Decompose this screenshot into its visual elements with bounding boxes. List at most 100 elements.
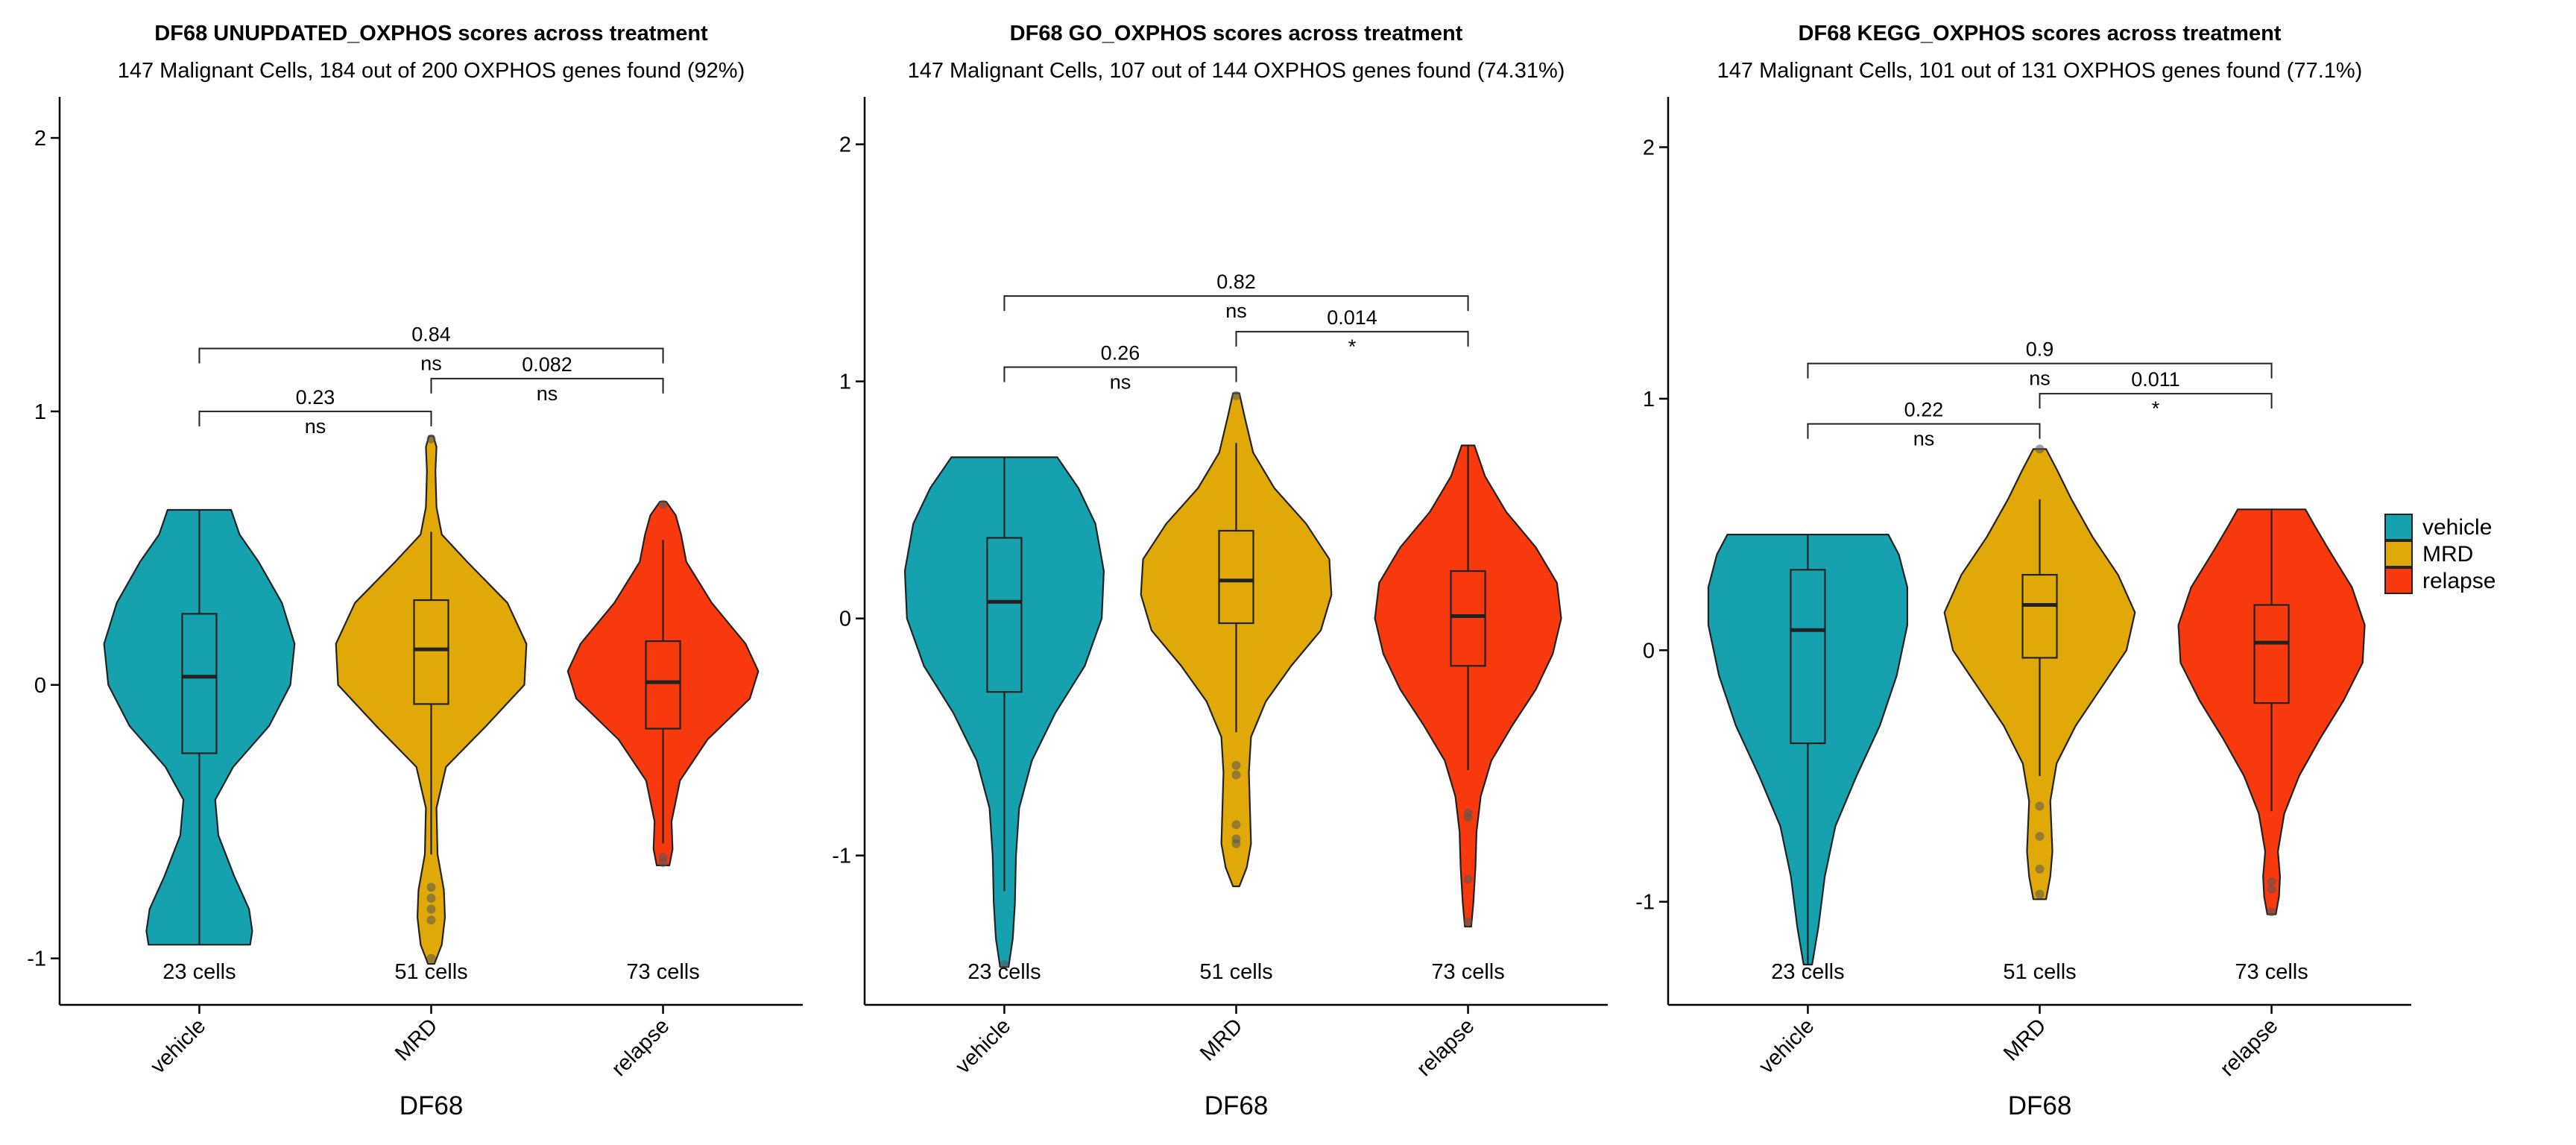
outlier-point (2035, 801, 2045, 811)
outlier-point (1463, 874, 1473, 884)
outlier-point (658, 858, 668, 868)
comparison-bracket (2039, 393, 2273, 409)
x-axis-title: DF68 (2008, 1091, 2072, 1120)
x-tick-label: relapse (607, 1014, 675, 1081)
x-tick-label: MRD (391, 1014, 442, 1065)
violin-vehicle (103, 508, 296, 946)
p-value-label: 0.84 (411, 324, 451, 346)
legend-label: vehicle (2422, 515, 2492, 540)
x-tick-label: MRD (1999, 1014, 2051, 1065)
comparison-bracket (1807, 423, 2041, 439)
outlier-point (426, 883, 436, 892)
cell-count-label: 51 cells (1199, 960, 1272, 984)
x-tick-label: MRD (1196, 1014, 1247, 1065)
panel-subtitle: 147 Malignant Cells, 184 out of 200 OXPH… (118, 59, 745, 83)
y-tick-label: 0 (34, 674, 46, 698)
cell-count-label: 73 cells (2235, 960, 2308, 984)
box-iqr (645, 640, 681, 730)
outlier-point (2035, 889, 2045, 899)
p-value-label: 0.22 (1904, 399, 1944, 421)
cell-count-label: 23 cells (162, 960, 236, 984)
comparison-bracket (1003, 295, 1469, 312)
significance-label: ns (1913, 428, 1935, 450)
x-tick-label: relapse (2216, 1014, 2283, 1081)
cell-count-label: 73 cells (626, 960, 699, 984)
box-iqr (2021, 573, 2058, 659)
panel-subtitle: 147 Malignant Cells, 101 out of 131 OXPH… (1717, 59, 2363, 83)
outlier-point (1000, 959, 1009, 969)
significance-label: * (1348, 335, 1357, 358)
x-axis-title: DF68 (1205, 1091, 1269, 1120)
violin-panel: DF68 UNUPDATED_OXPHOS scores across trea… (27, 22, 803, 1120)
outlier-point (426, 915, 436, 925)
y-tick-label: 2 (34, 127, 46, 151)
p-value-label: 0.082 (522, 353, 572, 376)
outlier-point (658, 499, 668, 509)
outlier-point (1463, 813, 1473, 822)
significance-label: ns (537, 382, 558, 405)
outlier-point (1463, 917, 1473, 927)
y-tick-label: 0 (839, 608, 851, 631)
panel-title: DF68 KEGG_OXPHOS scores across treatment (1799, 22, 2282, 45)
legend-key-vehicle (2384, 514, 2413, 540)
y-tick-label: 2 (1643, 136, 1655, 160)
outlier-point (1231, 770, 1241, 780)
comparison-bracket (430, 377, 664, 394)
x-tick-label: relapse (1412, 1014, 1480, 1081)
outlier-point (426, 953, 436, 963)
box-iqr (413, 599, 449, 705)
comparison-bracket (198, 347, 664, 364)
outlier-point (2267, 877, 2276, 886)
comparison-bracket (1003, 366, 1237, 382)
y-tick-label: 2 (839, 133, 851, 157)
box-iqr (1790, 569, 1826, 745)
comparison-bracket (198, 410, 432, 426)
outlier-point (2035, 444, 2045, 454)
comparison-bracket (1807, 362, 2273, 379)
panel-subtitle: 147 Malignant Cells, 107 out of 144 OXPH… (908, 59, 1565, 83)
significance-label: ns (305, 415, 326, 438)
legend-key-mrd (2384, 540, 2413, 567)
outlier-point (426, 434, 436, 444)
p-value-label: 0.26 (1101, 342, 1140, 365)
outlier-point (1231, 391, 1241, 400)
box-iqr (1450, 570, 1486, 667)
violin-panel: DF68 GO_OXPHOS scores across treatment 14… (832, 22, 1608, 1120)
box-iqr (986, 537, 1023, 693)
y-tick-label: 1 (1643, 388, 1655, 411)
x-tick-label: vehicle (1755, 1014, 1819, 1078)
cell-count-label: 23 cells (1771, 960, 1844, 984)
x-axis-title: DF68 (400, 1091, 464, 1120)
outlier-point (2035, 864, 2045, 874)
y-tick-label: -1 (27, 947, 46, 971)
significance-label: * (2152, 397, 2160, 420)
outlier-point (1231, 820, 1241, 830)
y-tick-label: 1 (839, 370, 851, 394)
x-tick-label: vehicle (951, 1014, 1015, 1078)
outlier-point (426, 893, 436, 903)
box-iqr (181, 613, 218, 754)
y-tick-label: 0 (1643, 639, 1655, 663)
comparison-bracket (1235, 330, 1469, 347)
y-tick-label: 1 (34, 400, 46, 424)
p-value-label: 0.014 (1327, 306, 1377, 329)
cell-count-label: 51 cells (2003, 960, 2076, 984)
outlier-point (1231, 839, 1241, 848)
p-value-label: 0.9 (2026, 338, 2054, 361)
y-tick-label: -1 (832, 845, 851, 868)
outlier-point (426, 904, 436, 914)
box-iqr (1218, 529, 1254, 625)
x-tick-label: vehicle (146, 1014, 210, 1078)
outlier-point (2267, 907, 2276, 917)
outlier-point (1231, 760, 1241, 770)
outlier-point (2035, 831, 2045, 841)
legend-label: MRD (2422, 542, 2473, 567)
panels: DF68 UNUPDATED_OXPHOS scores across trea… (27, 22, 2411, 1120)
legend-label: relapse (2422, 569, 2496, 593)
p-value-label: 0.82 (1216, 271, 1256, 293)
legend-key-relapse (2384, 567, 2413, 594)
cell-count-label: 23 cells (967, 960, 1041, 984)
outlier-point (2267, 884, 2276, 894)
